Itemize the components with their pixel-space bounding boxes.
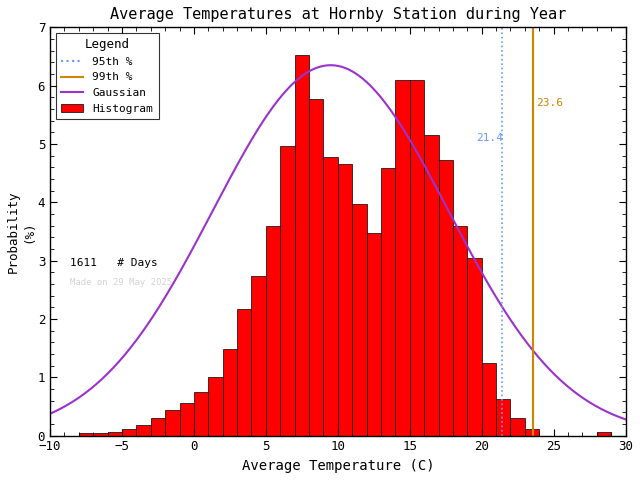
Bar: [223, 348, 237, 436]
Bar: [122, 429, 136, 436]
Legend: 95th %, 99th %, Gaussian, Histogram: 95th %, 99th %, Gaussian, Histogram: [56, 33, 159, 119]
Bar: [165, 410, 180, 436]
Bar: [209, 377, 223, 436]
Bar: [596, 432, 611, 436]
Bar: [79, 433, 93, 436]
Bar: [496, 399, 511, 436]
Bar: [180, 403, 194, 436]
Bar: [338, 164, 352, 436]
Bar: [396, 80, 410, 436]
Title: Average Temperatures at Hornby Station during Year: Average Temperatures at Hornby Station d…: [109, 7, 566, 22]
Bar: [266, 226, 280, 436]
Bar: [467, 258, 482, 436]
Bar: [352, 204, 367, 436]
Bar: [93, 433, 108, 436]
Bar: [453, 226, 467, 436]
Bar: [511, 418, 525, 436]
Bar: [280, 146, 294, 436]
Bar: [367, 233, 381, 436]
Bar: [194, 392, 209, 436]
Bar: [323, 157, 338, 436]
Bar: [136, 425, 151, 436]
Bar: [309, 99, 323, 436]
Bar: [294, 55, 309, 436]
Text: 23.6: 23.6: [536, 98, 563, 108]
Text: 21.4: 21.4: [476, 133, 503, 143]
Text: 1611   # Days: 1611 # Days: [70, 258, 158, 268]
Bar: [237, 309, 252, 436]
Bar: [381, 168, 396, 436]
Y-axis label: Probability
(%): Probability (%): [7, 190, 35, 273]
Bar: [151, 418, 165, 436]
Bar: [410, 80, 424, 436]
Bar: [438, 160, 453, 436]
Bar: [424, 134, 438, 436]
Text: Made on 29 May 2025: Made on 29 May 2025: [70, 278, 172, 288]
Bar: [252, 276, 266, 436]
Bar: [108, 432, 122, 436]
Bar: [482, 363, 496, 436]
X-axis label: Average Temperature (C): Average Temperature (C): [241, 459, 434, 473]
Bar: [525, 429, 540, 436]
